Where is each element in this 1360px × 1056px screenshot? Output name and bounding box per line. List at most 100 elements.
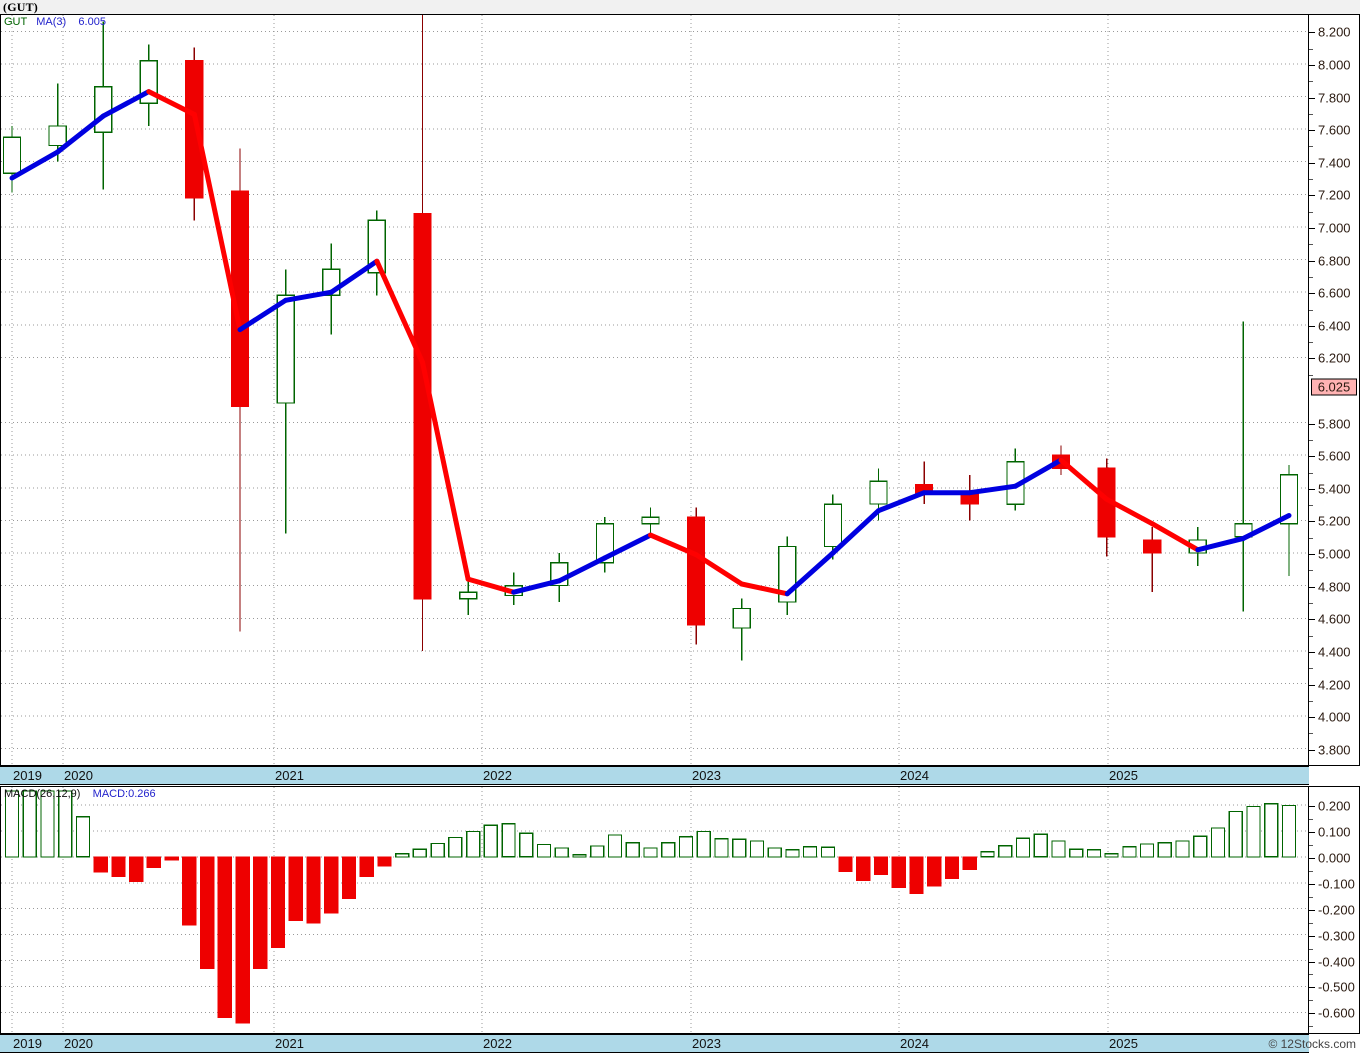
macd-minor-tick <box>1309 845 1313 846</box>
price-tick-mark <box>1309 586 1315 588</box>
price-tick-mark <box>1309 195 1315 197</box>
price-tick-mark <box>1309 228 1315 229</box>
macd-tick-mark <box>1309 1013 1315 1015</box>
price-y-axis: 8.200 8.000 7.800 7.600 7.400 7.200 7.000 6.800… <box>1309 14 1360 766</box>
price-tick-mark <box>1309 97 1315 99</box>
price-tick-mark <box>1309 619 1315 621</box>
x-axis-year-label: 2022 <box>483 768 512 783</box>
price-tick-label: 8.200 <box>1318 24 1351 40</box>
x-axis-year-label: 2019 <box>13 768 42 783</box>
price-tick-label: 6.600 <box>1318 285 1351 301</box>
price-minor-tick <box>1309 244 1313 246</box>
price-minor-tick <box>1309 309 1313 311</box>
x-axis-year-label: 2024 <box>900 768 929 783</box>
page-title: (GUT) <box>3 0 38 14</box>
macd-minor-tick <box>1309 896 1313 898</box>
macd-minor-tick <box>1309 1000 1313 1002</box>
macd-tick-label: -0.300 <box>1318 928 1355 944</box>
title-bar: (GUT) <box>0 0 1360 14</box>
macd-tick-mark <box>1309 857 1315 859</box>
macd-x-axis-band: 2019 2020 2021 2022 2023 2024 2025 <box>0 1034 1309 1053</box>
x-axis-year-label: 2019 <box>13 1036 42 1051</box>
x-axis-year-label: 2020 <box>64 768 93 783</box>
price-tick-mark <box>1309 325 1315 327</box>
price-tick-label: 5.600 <box>1318 448 1351 464</box>
price-minor-tick <box>1309 439 1313 441</box>
current-price-tag: 6.025 <box>1311 378 1357 396</box>
legend-indicator: MA(3) <box>36 16 67 28</box>
price-minor-tick <box>1309 48 1313 50</box>
price-tick-label: 7.800 <box>1318 90 1351 105</box>
copyright-notice: © 12Stocks.com <box>1268 1037 1356 1051</box>
price-tick-label: 6.400 <box>1318 318 1351 334</box>
price-tick-label: 4.400 <box>1318 644 1351 660</box>
macd-minor-tick <box>1309 948 1313 950</box>
macd-legend-name: MACD(26,12,9) <box>4 788 81 800</box>
macd-y-axis: 0.200 0.100 0.000 -0.100 -0.200 -0.300 -0.400 -… <box>1309 786 1360 1034</box>
price-minor-tick <box>1309 342 1313 344</box>
price-tick-mark <box>1309 554 1315 555</box>
price-tick-label: 6.800 <box>1318 253 1351 269</box>
macd-histogram-svg <box>1 787 1308 1033</box>
price-tick-mark <box>1309 358 1315 360</box>
macd-tick-mark <box>1309 909 1315 911</box>
price-tick-label: 4.600 <box>1318 611 1351 627</box>
x-axis-year-label: 2024 <box>900 1036 929 1051</box>
price-tick-label: 5.200 <box>1318 513 1351 529</box>
price-tick-mark <box>1309 456 1315 458</box>
price-tick-label: 7.400 <box>1318 155 1351 171</box>
price-minor-tick <box>1309 276 1313 278</box>
price-tick-mark <box>1309 684 1315 686</box>
x-axis-year-label: 2021 <box>275 768 304 783</box>
macd-tick-label: 0.200 <box>1318 798 1351 814</box>
macd-minor-tick <box>1309 870 1313 872</box>
price-minor-tick <box>1309 505 1313 507</box>
macd-minor-tick <box>1309 1026 1313 1028</box>
price-minor-tick <box>1309 146 1313 148</box>
price-minor-tick <box>1309 211 1313 213</box>
price-minor-tick <box>1309 537 1313 539</box>
macd-chart-panel[interactable]: MACD(26,12,9) MACD:0.266 <box>0 786 1309 1034</box>
price-minor-tick <box>1309 374 1313 376</box>
price-tick-mark <box>1309 717 1315 719</box>
price-tick-mark <box>1309 130 1315 132</box>
price-tick-label: 5.800 <box>1318 416 1351 432</box>
price-tick-mark <box>1309 651 1315 653</box>
macd-tick-mark <box>1309 987 1315 989</box>
price-tick-label: 5.000 <box>1318 546 1351 562</box>
price-minor-tick <box>1309 113 1313 115</box>
price-legend: GUT MA(3) 6.005 <box>4 16 106 28</box>
macd-tick-mark <box>1309 961 1315 963</box>
macd-tick-mark <box>1309 883 1315 885</box>
macd-tick-label: 0.100 <box>1318 824 1351 840</box>
x-axis-year-label: 2020 <box>64 1036 93 1051</box>
price-minor-tick <box>1309 700 1313 702</box>
price-tick-label: 7.600 <box>1318 122 1351 138</box>
macd-legend: MACD(26,12,9) MACD:0.266 <box>4 788 156 800</box>
macd-tick-label: -0.400 <box>1318 954 1355 969</box>
macd-legend-value: MACD:0.266 <box>92 788 156 800</box>
x-axis-year-label: 2023 <box>692 1036 721 1051</box>
x-axis-year-label: 2022 <box>483 1036 512 1051</box>
price-tick-mark <box>1309 260 1315 262</box>
price-chart-panel[interactable]: GUT MA(3) 6.005 <box>0 14 1309 766</box>
price-tick-mark <box>1309 749 1315 751</box>
macd-tick-label: -0.200 <box>1318 902 1355 918</box>
x-axis-year-label: 2023 <box>692 768 721 783</box>
price-tick-mark <box>1309 64 1315 66</box>
price-minor-tick <box>1309 81 1313 83</box>
macd-tick-label: -0.600 <box>1318 1005 1355 1021</box>
x-axis-year-label: 2025 <box>1109 1036 1138 1051</box>
macd-minor-tick <box>1309 819 1313 821</box>
price-tick-label: 7.200 <box>1318 187 1351 203</box>
price-tick-mark <box>1309 32 1315 34</box>
price-minor-tick <box>1309 733 1313 735</box>
price-tick-mark <box>1309 423 1315 425</box>
price-minor-tick <box>1309 472 1313 474</box>
price-minor-tick <box>1309 603 1313 604</box>
price-minor-tick <box>1309 668 1313 670</box>
price-tick-label: 3.800 <box>1318 742 1351 758</box>
price-plot-area <box>1 15 1308 765</box>
legend-indicator-value: 6.005 <box>78 16 106 28</box>
